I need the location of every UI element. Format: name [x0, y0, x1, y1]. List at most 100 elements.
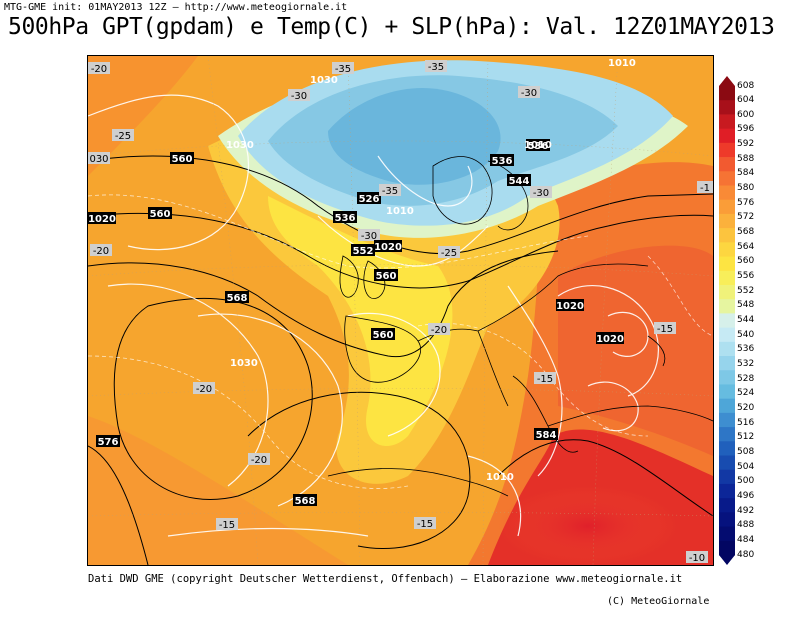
- svg-text:-10: -10: [689, 553, 705, 564]
- scale-band: [719, 370, 735, 385]
- scale-tick-label: 504: [737, 461, 755, 472]
- scale-band: [719, 455, 735, 471]
- scale-band: [719, 483, 735, 499]
- scale-band: [719, 313, 735, 329]
- svg-text:-20: -20: [196, 384, 212, 395]
- scale-tick-label: 488: [737, 520, 755, 531]
- svg-text:-30: -30: [521, 88, 537, 99]
- svg-text:-35: -35: [335, 64, 351, 75]
- svg-text:-1: -1: [700, 183, 710, 194]
- scale-tick-label: 608: [737, 80, 755, 91]
- color-scale-labels: 608 604 600 596 592 588 584 580 576 572 568 564 560 5…: [737, 76, 777, 565]
- svg-text:-15: -15: [417, 519, 433, 530]
- svg-text:526: 526: [359, 194, 380, 205]
- cold-trough-core: [328, 87, 501, 185]
- scale-band: [719, 512, 735, 528]
- svg-text:1030: 1030: [226, 140, 254, 151]
- scale-band: [719, 185, 735, 201]
- scale-band: [719, 469, 735, 485]
- scale-tick-label: 492: [737, 505, 755, 516]
- scale-band: [719, 412, 735, 428]
- scale-tick-label: 528: [737, 373, 755, 384]
- svg-text:-30: -30: [533, 188, 549, 199]
- scale-band: [719, 213, 735, 229]
- svg-text:560: 560: [373, 330, 394, 341]
- svg-text:536: 536: [335, 213, 356, 224]
- scale-tick-label: 552: [737, 285, 755, 296]
- map-title: 500hPa GPT(gpdam) e Temp(C) + SLP(hPa): …: [8, 14, 775, 40]
- orange-band-sw: [88, 416, 348, 565]
- geopotential-labels: 560 560 536 526 536 552 560 568 560 576 …: [96, 139, 558, 507]
- scale-tick-label: 564: [737, 241, 755, 252]
- hotspot: [498, 486, 678, 565]
- scale-band: [719, 540, 735, 556]
- scale-band: [719, 441, 735, 457]
- svg-text:1010: 1010: [524, 140, 552, 151]
- scale-band: [719, 270, 735, 286]
- scale-band: [719, 526, 735, 542]
- data-credits: Dati DWD GME (copyright Deutscher Wetter…: [88, 573, 683, 585]
- scale-band: [719, 142, 735, 158]
- scale-tick-label: 604: [737, 95, 755, 106]
- scale-band: [719, 199, 735, 215]
- scale-band: [719, 498, 735, 513]
- svg-text:560: 560: [150, 209, 171, 220]
- svg-text:536: 536: [492, 156, 513, 167]
- svg-text:560: 560: [376, 271, 397, 282]
- svg-text:-25: -25: [441, 248, 457, 259]
- scale-band: [719, 356, 735, 371]
- scale-tick-label: 516: [737, 417, 755, 428]
- temperature-labels: -20 -25 030 -20 -30 -35 -35 -30 -35 -30 …: [88, 60, 713, 564]
- scale-tick-label: 532: [737, 358, 755, 369]
- scale-tick-label: 556: [737, 271, 755, 282]
- scale-tick-label: 592: [737, 139, 755, 150]
- scale-bottom-arrow: [719, 555, 735, 565]
- temperature-contours: [88, 194, 713, 489]
- scale-tick-label: 500: [737, 476, 755, 487]
- scale-band: [719, 171, 735, 186]
- svg-text:1020: 1020: [374, 242, 402, 253]
- svg-text:1020: 1020: [556, 301, 584, 312]
- graticule: [88, 56, 713, 565]
- scale-tick-label: 536: [737, 344, 755, 355]
- scale-top-arrow: [719, 76, 735, 86]
- orange-band-nw: [88, 56, 198, 176]
- svg-text:1030: 1030: [310, 75, 338, 86]
- scale-tick-label: 508: [737, 446, 755, 457]
- svg-text:-30: -30: [291, 91, 307, 102]
- svg-text:1020: 1020: [596, 334, 624, 345]
- scale-band: [719, 242, 735, 258]
- scale-band: [719, 157, 735, 172]
- slp-contours: [88, 94, 659, 537]
- red-region-balkans: [558, 245, 713, 456]
- svg-text:-20: -20: [251, 455, 267, 466]
- svg-text:544: 544: [509, 176, 530, 187]
- scale-band: [719, 427, 735, 442]
- scale-band: [719, 284, 735, 300]
- scale-band: [719, 228, 735, 243]
- scale-tick-label: 584: [737, 168, 755, 179]
- svg-text:536: 536: [528, 141, 549, 152]
- scale-tick-label: 600: [737, 109, 755, 120]
- color-scale-bar: [719, 76, 735, 565]
- scale-tick-label: 496: [737, 490, 755, 501]
- scale-band: [719, 398, 735, 414]
- slp-labels: 1030 1030 1030 1010 1010 1010 1020 1020 …: [88, 58, 636, 483]
- svg-text:1020: 1020: [88, 214, 116, 225]
- scale-band: [719, 341, 735, 357]
- scale-tick-label: 580: [737, 183, 755, 194]
- svg-text:1010: 1010: [608, 58, 636, 69]
- scale-tick-label: 544: [737, 315, 755, 325]
- svg-text:-20: -20: [93, 246, 109, 257]
- scale-tick-label: 512: [737, 432, 755, 443]
- scale-tick-label: 588: [737, 153, 755, 164]
- coastlines: [327, 156, 713, 497]
- scale-band: [719, 114, 735, 130]
- scale-tick-label: 480: [737, 549, 755, 560]
- scale-tick-label: 576: [737, 197, 755, 208]
- model-init-line: MTG-GME init: 01MAY2013 12Z — http://www…: [4, 2, 348, 13]
- svg-text:-15: -15: [537, 374, 553, 385]
- svg-text:-15: -15: [219, 520, 235, 531]
- scale-band: [719, 256, 735, 272]
- scale-tick-label: 548: [737, 300, 755, 311]
